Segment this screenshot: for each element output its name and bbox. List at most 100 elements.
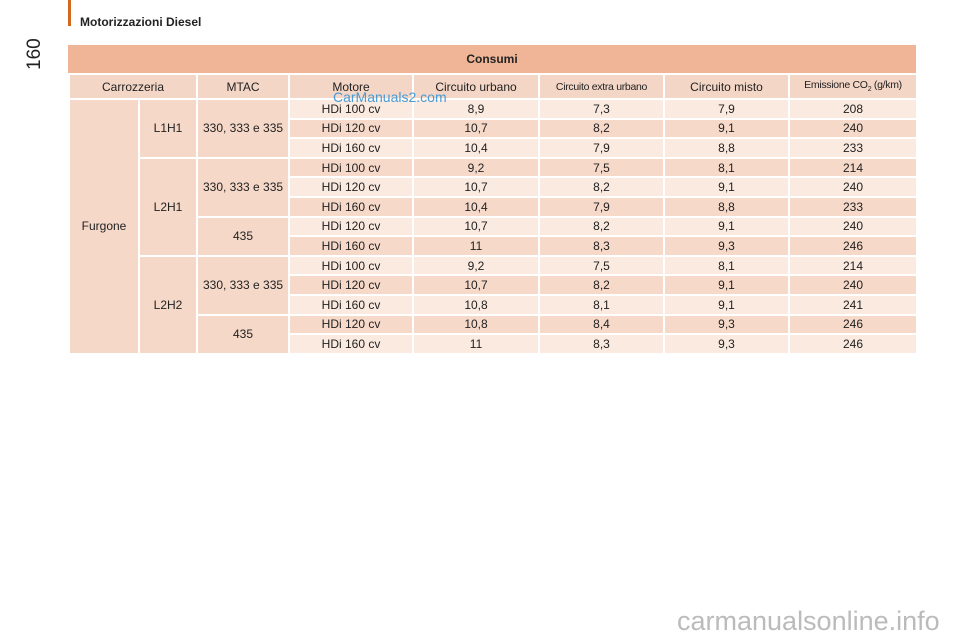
value-cell: 9,2 — [412, 156, 541, 179]
table-row: L2H1 330, 333 e 335 HDi 100 cv 9,2 7,5 8,1 214 — [69, 156, 919, 257]
watermark: CarManuals2.com — [333, 89, 447, 105]
value-cell: HDi 160 cv — [288, 195, 415, 218]
value-cell: 9,1 — [663, 215, 791, 238]
value-cell: HDi 120 cv — [288, 274, 415, 296]
mtac-cell: 330, 333 e 335 — [196, 254, 291, 316]
value-cell: 7,9 — [538, 195, 666, 218]
column-header: Circuito urbano — [412, 73, 541, 100]
value-cell: 10,7 — [412, 274, 541, 296]
header-subscript: 2 — [867, 86, 872, 94]
version-cell: L1H1 — [137, 98, 199, 159]
value-cell: HDi 120 cv — [288, 117, 415, 140]
value-cell: 8,2 — [538, 274, 666, 296]
table-row: 435 HDi 120 cv 10,7 8,2 9,1 240 — [69, 215, 919, 257]
table: Carrozzeria MTAC Motore Circuito urbano Circ… — [67, 73, 919, 355]
value-cell: 11 — [412, 333, 541, 355]
value-cell: 10,7 — [412, 215, 541, 238]
value-cell: 7,5 — [538, 254, 666, 277]
value-cell: 8,8 — [663, 195, 791, 218]
value-cell: 10,4 — [412, 137, 541, 159]
value-cell: 233 — [788, 137, 919, 159]
table-row: HDi 160 cv 10,8 8,1 9,1 241 — [69, 293, 919, 316]
value-cell: HDi 100 cv — [288, 156, 415, 179]
value-cell: 8,2 — [538, 215, 666, 238]
value-cell: 9,1 — [663, 274, 791, 296]
value-cell: 246 — [788, 313, 919, 336]
value-cell: HDi 120 cv — [288, 215, 415, 238]
value-cell: 8,1 — [663, 254, 791, 277]
value-cell: 246 — [788, 235, 919, 257]
mtac-cell: 330, 333 e 335 — [196, 98, 291, 159]
value-cell: 7,9 — [538, 137, 666, 159]
table-row: HDi 160 cv 10,4 7,9 8,8 233 — [69, 195, 919, 218]
column-header: Circuito extra urbano — [538, 73, 666, 100]
value-cell: 240 — [788, 176, 919, 198]
value-cell: 214 — [788, 254, 919, 277]
value-cell: 8,2 — [538, 176, 666, 198]
value-cell: 8,1 — [663, 156, 791, 179]
value-cell: 10,4 — [412, 195, 541, 218]
mtac-cell: 435 — [196, 215, 291, 257]
value-cell: 10,8 — [412, 313, 541, 336]
value-cell: 9,1 — [663, 293, 791, 316]
value-cell: 240 — [788, 117, 919, 140]
value-cell: 240 — [788, 274, 919, 296]
value-cell: 9,1 — [663, 117, 791, 140]
value-cell: 240 — [788, 215, 919, 238]
table-row: HDi 160 cv 11 8,3 9,3 246 — [69, 235, 919, 257]
value-cell: 8,3 — [538, 235, 666, 257]
table-row: HDi 120 cv 10,7 8,2 9,1 240 — [69, 274, 919, 296]
value-cell: 208 — [788, 98, 919, 120]
table-row: HDi 120 cv 10,7 8,2 9,1 240 — [69, 117, 919, 140]
value-cell: 8,3 — [538, 333, 666, 355]
value-cell: HDi 120 cv — [288, 176, 415, 198]
value-cell: 9,3 — [663, 235, 791, 257]
value-cell: HDi 160 cv — [288, 333, 415, 355]
value-cell: 8,8 — [663, 137, 791, 159]
watermark: carmanualsonline.info — [677, 606, 940, 636]
column-header: Carrozzeria — [67, 73, 199, 100]
table-row: L2H2 330, 333 e 335 HDi 100 cv 9,2 7,5 8,1 214 — [69, 254, 919, 355]
table-title: Consumi — [68, 45, 916, 73]
header-text: Emissione CO — [804, 79, 868, 92]
mtac-cell: 330, 333 e 335 — [196, 156, 291, 218]
value-cell: 8,1 — [538, 293, 666, 316]
value-cell: 10,7 — [412, 176, 541, 198]
value-cell: 10,8 — [412, 293, 541, 316]
value-cell: HDi 120 cv — [288, 313, 415, 336]
value-cell: 9,3 — [663, 333, 791, 355]
value-cell: 8,9 — [412, 98, 541, 120]
column-header: MTAC — [196, 73, 291, 100]
value-cell: HDi 160 cv — [288, 293, 415, 316]
value-cell: HDi 160 cv — [288, 235, 415, 257]
value-cell: 9,3 — [663, 313, 791, 336]
value-cell: 7,3 — [538, 98, 666, 120]
mtac-cell: 435 — [196, 313, 291, 355]
value-cell: 7,9 — [663, 98, 791, 120]
accent-bar — [68, 0, 71, 26]
body-type-cell: Furgone — [68, 98, 140, 355]
table-row: 435 HDi 120 cv 10,8 8,4 9,3 246 — [69, 313, 919, 355]
page-title: Motorizzazioni Diesel — [80, 15, 202, 29]
version-cell: L2H1 — [137, 156, 199, 257]
page-number: 160 — [24, 38, 45, 70]
header-text: (g/km) — [871, 79, 902, 92]
value-cell: 8,2 — [538, 117, 666, 140]
value-cell: 10,7 — [412, 117, 541, 140]
column-header: Emissione CO2 (g/km) — [788, 73, 919, 100]
header-row: Carrozzeria MTAC Motore Circuito urbano Circ… — [67, 73, 919, 100]
table-row: HDi 160 cv 11 8,3 9,3 246 — [69, 333, 919, 355]
column-header: Motore — [288, 73, 415, 100]
value-cell: 9,2 — [412, 254, 541, 277]
value-cell: 8,4 — [538, 313, 666, 336]
value-cell: 241 — [788, 293, 919, 316]
value-cell: 246 — [788, 333, 919, 355]
value-cell: 7,5 — [538, 156, 666, 179]
value-cell: 9,1 — [663, 176, 791, 198]
value-cell: HDi 160 cv — [288, 137, 415, 159]
value-cell: 233 — [788, 195, 919, 218]
value-cell: 214 — [788, 156, 919, 179]
value-cell: HDi 100 cv — [288, 98, 415, 120]
table-row: Furgone L1H1 330, 333 e 335 HDi 100 cv 8,9 7,… — [68, 98, 919, 355]
